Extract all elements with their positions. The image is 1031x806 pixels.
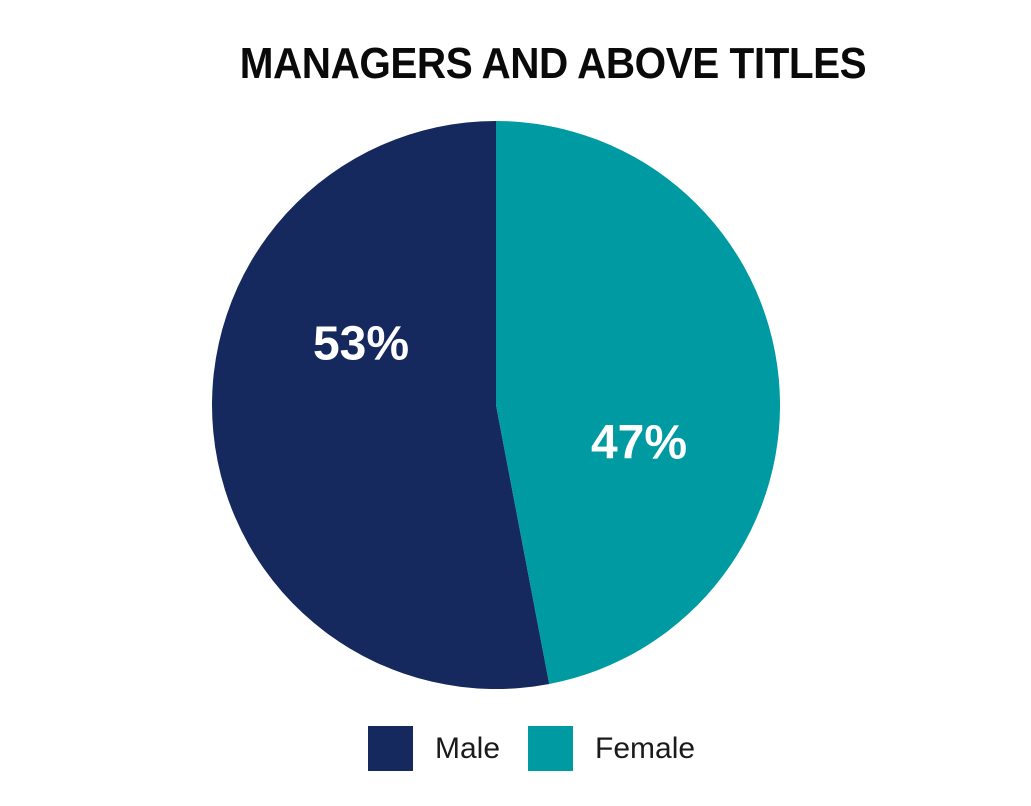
pie-chart-svg: 53% 47% [212,121,780,689]
pie-slice-male [212,121,550,689]
slice-label-female: 47% [591,417,687,470]
pie-slices [212,121,780,689]
slice-label-male: 53% [313,318,409,371]
pie-slice-female [496,121,780,684]
legend-label-male: Male [435,731,501,765]
pie-chart: 53% 47% [212,121,780,689]
legend-item-male: Male [368,726,500,771]
legend-label-female: Female [595,731,696,765]
legend-item-female: Female [528,726,695,771]
legend-swatch-female [528,726,574,771]
page-title: MANAGERS AND ABOVE TITLES [239,39,867,88]
legend: Male Female [368,726,695,771]
legend-swatch-male [368,726,413,771]
